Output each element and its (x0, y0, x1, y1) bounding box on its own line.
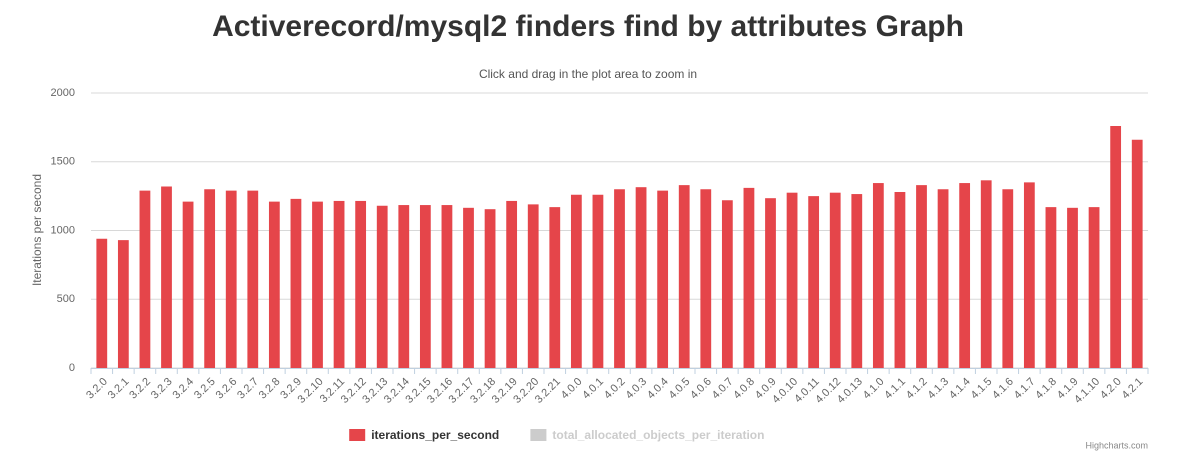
x-tick-label: 3.2.6 (214, 376, 240, 402)
bar (872, 183, 884, 368)
bar (225, 190, 237, 368)
y-tick-label: 1000 (51, 224, 75, 236)
bar (117, 240, 129, 368)
bar (1067, 207, 1078, 368)
x-tick-label: 4.0.4 (645, 376, 671, 402)
bar (765, 198, 776, 368)
bar (312, 201, 323, 368)
x-tick-label: 3.2.7 (235, 376, 261, 402)
x-tick-label: 3.2.5 (192, 376, 218, 402)
bar (657, 190, 669, 368)
bar (959, 183, 971, 368)
bar (1023, 182, 1035, 368)
x-tick-label: 4.1.8 (1033, 376, 1059, 402)
x-tick-label: 3.2.3 (149, 376, 175, 402)
chart-title: Activerecord/mysql2 finders find by attr… (212, 10, 964, 43)
x-tick-label: 4.1.5 (969, 376, 995, 402)
bar (743, 187, 755, 368)
bar (1002, 189, 1014, 368)
bar (398, 205, 410, 368)
bar (721, 200, 733, 368)
bar (506, 200, 518, 368)
x-tick-label: 4.2.0 (1098, 376, 1124, 402)
y-tick-label: 2000 (51, 87, 75, 99)
bar (96, 238, 108, 368)
bar (570, 194, 582, 368)
legend-swatch[interactable] (349, 429, 366, 441)
y-axis-label: Iterations per second (30, 174, 44, 286)
bar (161, 186, 172, 368)
x-tick-label: 4.2.1 (1120, 376, 1146, 402)
bar (678, 185, 690, 368)
x-tick-label: 4.1.3 (925, 376, 951, 402)
bar (808, 196, 820, 368)
x-tick-label: 4.0.1 (580, 376, 606, 402)
bar (980, 180, 992, 368)
x-tick-label: 4.1.2 (904, 376, 930, 402)
y-tick-label: 0 (69, 362, 75, 374)
y-tick-label: 1500 (51, 156, 75, 168)
bar (139, 190, 151, 368)
bar (527, 204, 539, 368)
x-tick-label: 4.0.7 (710, 376, 736, 402)
x-tick-label: 4.1.7 (1012, 376, 1038, 402)
x-tick-label: 3.2.0 (84, 376, 110, 402)
x-tick-label: 4.0.8 (731, 376, 757, 402)
x-tick-label: 4.1.4 (947, 376, 973, 402)
bar (441, 205, 453, 368)
bar (355, 200, 367, 368)
bar (333, 200, 345, 368)
bar (937, 189, 949, 368)
x-tick-label: 3.2.1 (106, 376, 132, 402)
x-tick-label: 4.0.6 (688, 376, 714, 402)
bar (894, 192, 906, 368)
bar (1045, 207, 1057, 368)
bar (1088, 207, 1100, 368)
x-tick-label: 4.0.5 (667, 376, 693, 402)
bar (549, 207, 561, 368)
x-tick-label: 3.2.2 (127, 376, 153, 402)
x-tick-label: 4.0.0 (559, 376, 585, 402)
bar (1110, 126, 1122, 368)
bar (829, 192, 841, 368)
bar (268, 201, 280, 368)
bar (376, 205, 388, 368)
x-tick-label: 4.1.0 (861, 376, 887, 402)
x-tick-label: 3.2.8 (257, 376, 283, 402)
bar (614, 189, 625, 368)
bar (916, 185, 927, 368)
chart-subtitle: Click and drag in the plot area to zoom … (479, 67, 697, 81)
bar (484, 209, 496, 368)
bar (700, 189, 712, 368)
legend-label[interactable]: total_allocated_objects_per_iteration (552, 428, 764, 442)
bar (635, 187, 647, 368)
credits[interactable]: Highcharts.com (1085, 440, 1148, 450)
legend-label[interactable]: iterations_per_second (371, 428, 499, 442)
bar (247, 190, 259, 368)
bar (290, 198, 302, 368)
legend-swatch[interactable] (530, 429, 547, 441)
x-tick-label: 4.0.3 (623, 376, 649, 402)
bar (1131, 139, 1143, 368)
bar (786, 192, 798, 368)
bar (204, 189, 216, 368)
x-tick-label: 4.0.2 (602, 376, 628, 402)
x-tick-label: 3.2.4 (170, 376, 196, 402)
x-tick-label: 4.1.1 (882, 376, 908, 402)
bar (419, 205, 431, 368)
bar (463, 207, 474, 368)
y-tick-label: 500 (57, 293, 75, 305)
bar (182, 201, 194, 368)
bar (851, 194, 863, 368)
bar (592, 194, 604, 368)
x-tick-label: 4.1.6 (990, 376, 1016, 402)
